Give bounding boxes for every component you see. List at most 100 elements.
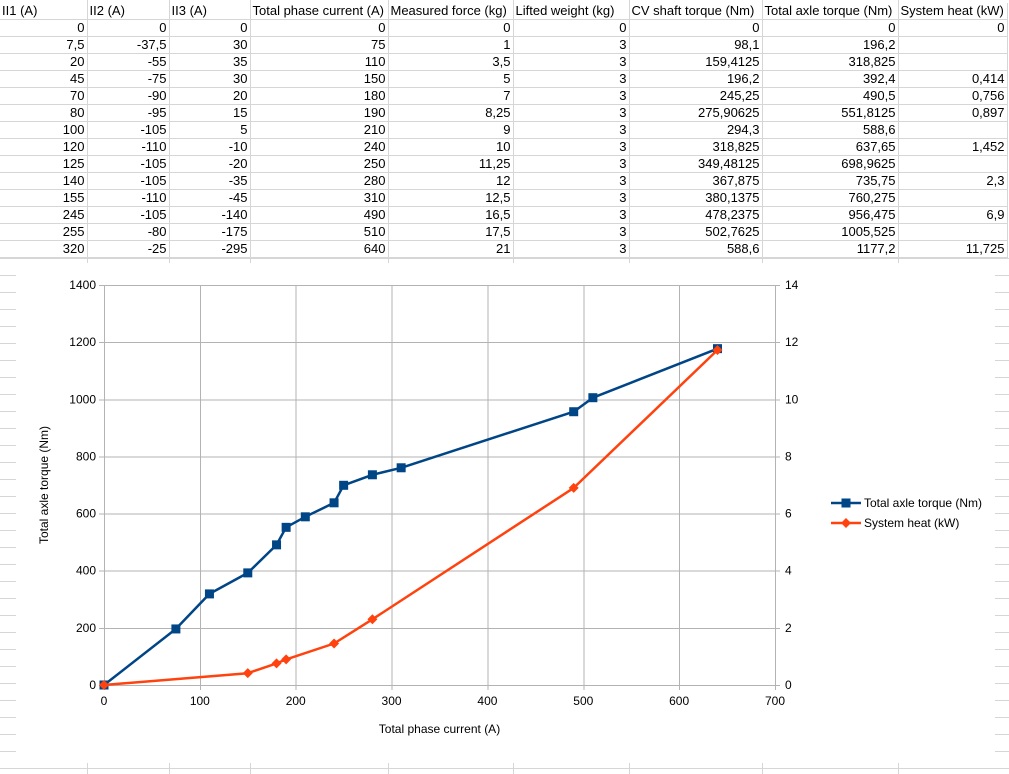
table-cell[interactable] bbox=[898, 53, 1008, 71]
table-cell[interactable]: 2,3 bbox=[898, 172, 1008, 190]
table-cell[interactable]: 9 bbox=[388, 121, 514, 139]
table-cell[interactable]: -80 bbox=[87, 223, 170, 241]
table-cell[interactable]: -110 bbox=[87, 138, 170, 156]
table-cell[interactable]: -55 bbox=[87, 53, 170, 71]
table-cell[interactable]: 5 bbox=[388, 70, 514, 88]
table-cell[interactable]: 318,825 bbox=[762, 53, 899, 71]
table-cell[interactable]: 294,3 bbox=[629, 121, 763, 139]
table-cell[interactable]: -140 bbox=[169, 206, 251, 224]
table-cell[interactable]: 280 bbox=[250, 172, 389, 190]
table-cell[interactable]: 159,4125 bbox=[629, 53, 763, 71]
table-cell[interactable] bbox=[898, 121, 1008, 139]
table-cell[interactable]: 0 bbox=[513, 19, 630, 37]
table-cell[interactable]: 245,25 bbox=[629, 87, 763, 105]
table-cell[interactable]: 80 bbox=[0, 104, 88, 122]
table-cell[interactable]: 502,7625 bbox=[629, 223, 763, 241]
table-cell[interactable]: 140 bbox=[0, 172, 88, 190]
table-cell[interactable]: -105 bbox=[87, 155, 170, 173]
table-cell[interactable]: 588,6 bbox=[629, 240, 763, 258]
table-cell[interactable]: 3 bbox=[513, 104, 630, 122]
table-cell[interactable]: -95 bbox=[87, 104, 170, 122]
chart[interactable]: 0 200 400 600 800 1000 1200 1400 0 2 4 6 8 10 12 14 0 100… bbox=[16, 263, 995, 763]
table-cell[interactable]: -37,5 bbox=[87, 36, 170, 54]
table-cell[interactable]: 3,5 bbox=[388, 53, 514, 71]
table-cell[interactable]: 35 bbox=[169, 53, 251, 71]
table-cell[interactable]: 588,6 bbox=[762, 121, 899, 139]
table-cell[interactable]: 318,825 bbox=[629, 138, 763, 156]
table-cell[interactable]: 735,75 bbox=[762, 172, 899, 190]
table-cell[interactable]: 3 bbox=[513, 36, 630, 54]
column-header[interactable]: II1 (A) bbox=[0, 3, 88, 20]
table-cell[interactable]: 551,8125 bbox=[762, 104, 899, 122]
table-cell[interactable]: 956,475 bbox=[762, 206, 899, 224]
table-cell[interactable]: 5 bbox=[169, 121, 251, 139]
table-cell[interactable]: 0 bbox=[388, 19, 514, 37]
table-cell[interactable]: -35 bbox=[169, 172, 251, 190]
table-cell[interactable]: 760,275 bbox=[762, 189, 899, 207]
table-cell[interactable]: 125 bbox=[0, 155, 88, 173]
table-cell[interactable]: 3 bbox=[513, 240, 630, 258]
table-cell[interactable]: 275,90625 bbox=[629, 104, 763, 122]
table-cell[interactable]: 637,65 bbox=[762, 138, 899, 156]
table-cell[interactable]: -105 bbox=[87, 172, 170, 190]
table-cell[interactable]: 7 bbox=[388, 87, 514, 105]
table-cell[interactable]: 490 bbox=[250, 206, 389, 224]
table-cell[interactable]: 30 bbox=[169, 70, 251, 88]
table-cell[interactable]: 0,756 bbox=[898, 87, 1008, 105]
table-cell[interactable]: 7,5 bbox=[0, 36, 88, 54]
table-cell[interactable]: 110 bbox=[250, 53, 389, 71]
table-cell[interactable]: 75 bbox=[250, 36, 389, 54]
table-cell[interactable]: 320 bbox=[0, 240, 88, 258]
table-cell[interactable]: 250 bbox=[250, 155, 389, 173]
table-cell[interactable]: 70 bbox=[0, 87, 88, 105]
table-cell[interactable] bbox=[898, 189, 1008, 207]
table-cell[interactable]: 3 bbox=[513, 206, 630, 224]
table-cell[interactable]: 310 bbox=[250, 189, 389, 207]
table-cell[interactable]: -105 bbox=[87, 121, 170, 139]
table-cell[interactable]: 10 bbox=[388, 138, 514, 156]
column-header[interactable]: Measured force (kg) bbox=[388, 3, 514, 20]
table-cell[interactable]: 3 bbox=[513, 87, 630, 105]
table-cell[interactable]: 12,5 bbox=[388, 189, 514, 207]
table-cell[interactable]: 3 bbox=[513, 223, 630, 241]
table-cell[interactable]: -90 bbox=[87, 87, 170, 105]
table-cell[interactable]: 12 bbox=[388, 172, 514, 190]
column-header[interactable]: II2 (A) bbox=[87, 3, 170, 20]
table-cell[interactable]: 380,1375 bbox=[629, 189, 763, 207]
table-cell[interactable]: -175 bbox=[169, 223, 251, 241]
table-cell[interactable] bbox=[898, 223, 1008, 241]
table-cell[interactable]: 196,2 bbox=[629, 70, 763, 88]
table-cell[interactable]: 150 bbox=[250, 70, 389, 88]
table-cell[interactable]: -105 bbox=[87, 206, 170, 224]
column-header[interactable]: CV shaft torque (Nm) bbox=[629, 3, 763, 20]
table-cell[interactable]: 367,875 bbox=[629, 172, 763, 190]
table-cell[interactable]: 0 bbox=[169, 19, 251, 37]
table-cell[interactable]: -110 bbox=[87, 189, 170, 207]
column-header[interactable]: Total phase current (A) bbox=[250, 3, 389, 20]
table-cell[interactable]: 0 bbox=[762, 19, 899, 37]
table-cell[interactable]: -75 bbox=[87, 70, 170, 88]
table-cell[interactable]: 3 bbox=[513, 138, 630, 156]
table-cell[interactable]: 0,414 bbox=[898, 70, 1008, 88]
table-cell[interactable]: 210 bbox=[250, 121, 389, 139]
table-cell[interactable]: 15 bbox=[169, 104, 251, 122]
table-cell[interactable]: 16,5 bbox=[388, 206, 514, 224]
table-cell[interactable]: 1 bbox=[388, 36, 514, 54]
table-cell[interactable]: 255 bbox=[0, 223, 88, 241]
table-cell[interactable]: 478,2375 bbox=[629, 206, 763, 224]
table-cell[interactable]: 20 bbox=[0, 53, 88, 71]
table-cell[interactable]: 3 bbox=[513, 189, 630, 207]
table-cell[interactable]: -20 bbox=[169, 155, 251, 173]
column-header[interactable]: Total axle torque (Nm) bbox=[762, 3, 899, 20]
table-cell[interactable]: 196,2 bbox=[762, 36, 899, 54]
column-header[interactable]: Lifted weight (kg) bbox=[513, 3, 630, 20]
table-cell[interactable]: 3 bbox=[513, 70, 630, 88]
table-cell[interactable]: 21 bbox=[388, 240, 514, 258]
table-cell[interactable]: 0 bbox=[629, 19, 763, 37]
table-cell[interactable]: 490,5 bbox=[762, 87, 899, 105]
table-cell[interactable]: 6,9 bbox=[898, 206, 1008, 224]
table-cell[interactable]: 11,25 bbox=[388, 155, 514, 173]
column-header[interactable]: System heat (kW) bbox=[898, 3, 1008, 20]
table-cell[interactable]: 3 bbox=[513, 121, 630, 139]
table-cell[interactable]: 45 bbox=[0, 70, 88, 88]
